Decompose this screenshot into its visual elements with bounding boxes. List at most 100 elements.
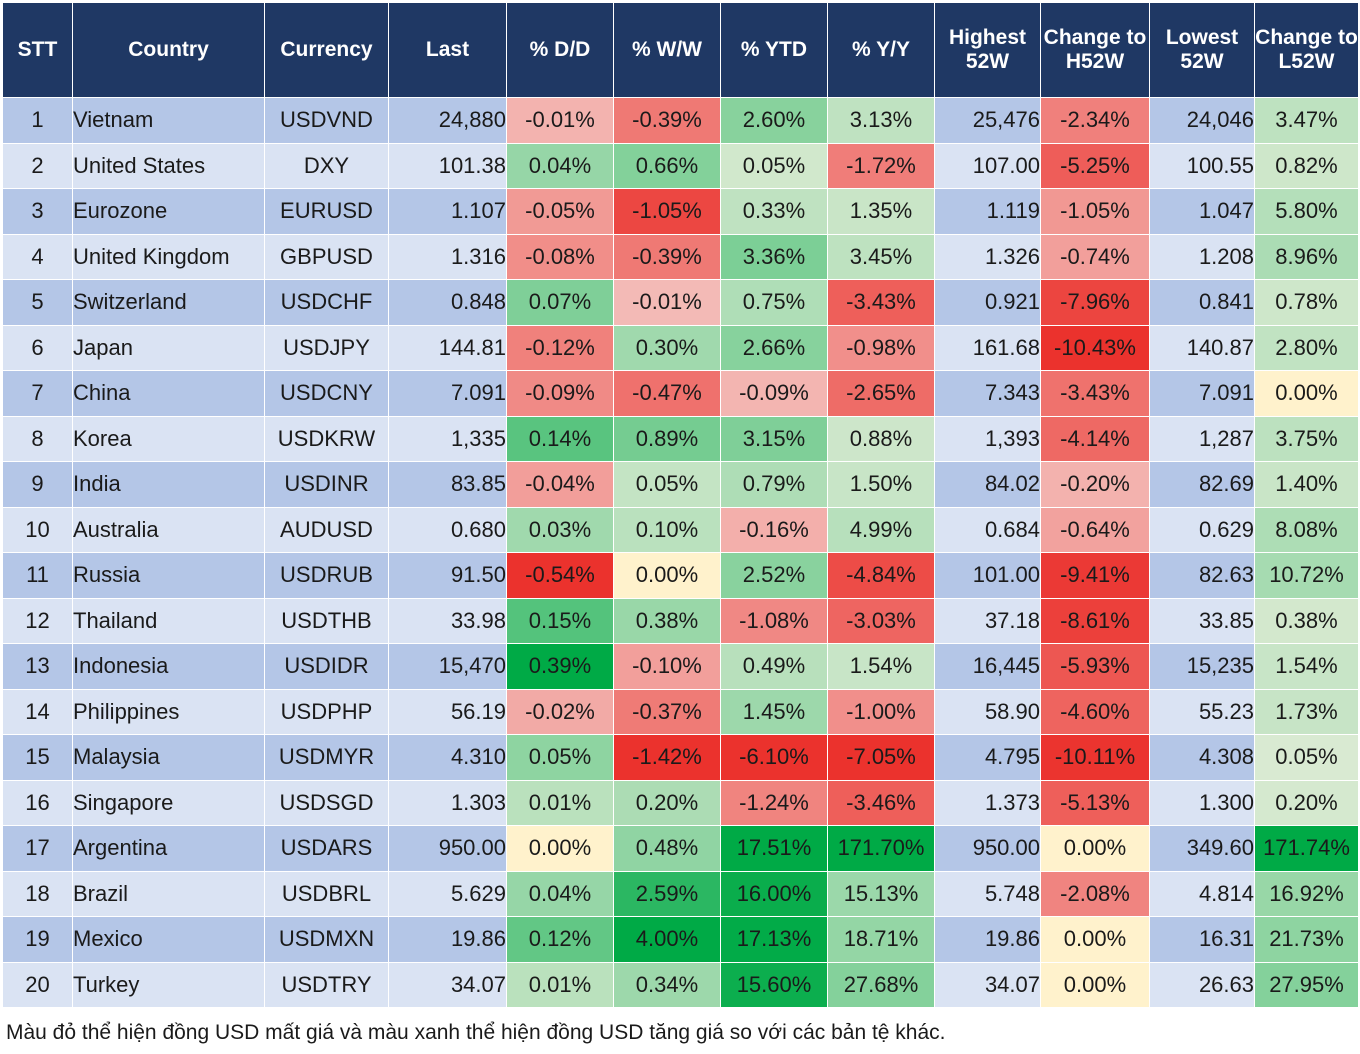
table-row: 16 Singapore USDSGD 1.303 0.01% 0.20% -1.24% -3… bbox=[2, 779, 1359, 826]
table-row: 17 Argentina USDARS 950.00 0.00% 0.48% 17.51% 1… bbox=[2, 825, 1359, 872]
cell-currency: USDBRL bbox=[264, 870, 389, 917]
cell-last: 1.303 bbox=[388, 779, 507, 826]
table-row: 19 Mexico USDMXN 19.86 0.12% 4.00% 17.13% 18.71… bbox=[2, 916, 1359, 963]
cell-currency: USDIDR bbox=[264, 643, 389, 690]
cell-ww: 0.20% bbox=[613, 779, 721, 826]
cell-stt: 6 bbox=[2, 324, 73, 371]
cell-currency: USDMXN bbox=[264, 916, 389, 963]
cell-country: Australia bbox=[72, 506, 265, 553]
cell-yy: 18.71% bbox=[827, 916, 935, 963]
cell-ww: 4.00% bbox=[613, 916, 721, 963]
cell-chg-low: 0.82% bbox=[1254, 142, 1359, 189]
cell-chg-low: 21.73% bbox=[1254, 916, 1359, 963]
cell-high52: 19.86 bbox=[934, 916, 1041, 963]
cell-high52: 84.02 bbox=[934, 461, 1041, 508]
cell-high52: 34.07 bbox=[934, 961, 1041, 1008]
cell-ww: 0.34% bbox=[613, 961, 721, 1008]
cell-high52: 1.119 bbox=[934, 188, 1041, 235]
cell-chg-low: 0.78% bbox=[1254, 279, 1359, 326]
cell-country: Philippines bbox=[72, 688, 265, 735]
cell-country: Vietnam bbox=[72, 97, 265, 144]
cell-ytd: 0.49% bbox=[720, 643, 828, 690]
cell-last: 91.50 bbox=[388, 552, 507, 599]
cell-ww: 2.59% bbox=[613, 870, 721, 917]
cell-ytd: 16.00% bbox=[720, 870, 828, 917]
cell-last: 15,470 bbox=[388, 643, 507, 690]
cell-last: 33.98 bbox=[388, 597, 507, 644]
cell-high52: 16,445 bbox=[934, 643, 1041, 690]
cell-ytd: -1.24% bbox=[720, 779, 828, 826]
cell-chg-high: -4.60% bbox=[1040, 688, 1150, 735]
header-stt: STT bbox=[2, 2, 73, 98]
cell-ytd: 0.79% bbox=[720, 461, 828, 508]
table-row: 1 Vietnam USDVND 24,880 -0.01% -0.39% 2.60% 3.1… bbox=[2, 97, 1359, 144]
cell-chg-low: 8.96% bbox=[1254, 233, 1359, 280]
cell-chg-high: 0.00% bbox=[1040, 961, 1150, 1008]
cell-ww: 0.38% bbox=[613, 597, 721, 644]
cell-stt: 2 bbox=[2, 142, 73, 189]
cell-chg-high: -4.14% bbox=[1040, 415, 1150, 462]
cell-country: Thailand bbox=[72, 597, 265, 644]
cell-dd: 0.39% bbox=[506, 643, 614, 690]
cell-ww: -0.39% bbox=[613, 233, 721, 280]
cell-ww: -0.10% bbox=[613, 643, 721, 690]
cell-chg-high: -3.43% bbox=[1040, 370, 1150, 417]
cell-high52: 950.00 bbox=[934, 825, 1041, 872]
cell-chg-high: -2.08% bbox=[1040, 870, 1150, 917]
cell-currency: GBPUSD bbox=[264, 233, 389, 280]
cell-stt: 19 bbox=[2, 916, 73, 963]
cell-chg-low: 3.47% bbox=[1254, 97, 1359, 144]
cell-country: Mexico bbox=[72, 916, 265, 963]
cell-chg-low: 1.73% bbox=[1254, 688, 1359, 735]
table-row: 5 Switzerland USDCHF 0.848 0.07% -0.01% 0.75% -… bbox=[2, 279, 1359, 326]
cell-currency: USDINR bbox=[264, 461, 389, 508]
cell-ww: 0.05% bbox=[613, 461, 721, 508]
cell-dd: -0.02% bbox=[506, 688, 614, 735]
cell-chg-low: 10.72% bbox=[1254, 552, 1359, 599]
table-row: 10 Australia AUDUSD 0.680 0.03% 0.10% -0.16% 4.… bbox=[2, 506, 1359, 553]
cell-last: 7.091 bbox=[388, 370, 507, 417]
cell-country: Russia bbox=[72, 552, 265, 599]
cell-dd: -0.04% bbox=[506, 461, 614, 508]
cell-country: India bbox=[72, 461, 265, 508]
cell-low52: 82.63 bbox=[1149, 552, 1255, 599]
cell-country: United States bbox=[72, 142, 265, 189]
cell-low52: 7.091 bbox=[1149, 370, 1255, 417]
cell-yy: 3.13% bbox=[827, 97, 935, 144]
cell-high52: 37.18 bbox=[934, 597, 1041, 644]
cell-chg-high: -0.20% bbox=[1040, 461, 1150, 508]
cell-ww: -0.37% bbox=[613, 688, 721, 735]
footnote: Màu đỏ thể hiện đồng USD mất giá và màu … bbox=[6, 1021, 946, 1044]
table-row: 18 Brazil USDBRL 5.629 0.04% 2.59% 16.00% 15.13… bbox=[2, 870, 1359, 917]
table-row: 2 United States DXY 101.38 0.04% 0.66% 0.05% -1… bbox=[2, 142, 1359, 189]
cell-stt: 8 bbox=[2, 415, 73, 462]
cell-dd: 0.12% bbox=[506, 916, 614, 963]
cell-country: Korea bbox=[72, 415, 265, 462]
cell-high52: 5.748 bbox=[934, 870, 1041, 917]
table-row: 3 Eurozone EURUSD 1.107 -0.05% -1.05% 0.33% 1.3… bbox=[2, 188, 1359, 235]
cell-low52: 100.55 bbox=[1149, 142, 1255, 189]
cell-low52: 1.208 bbox=[1149, 233, 1255, 280]
cell-last: 24,880 bbox=[388, 97, 507, 144]
cell-chg-low: 171.74% bbox=[1254, 825, 1359, 872]
cell-dd: -0.09% bbox=[506, 370, 614, 417]
cell-currency: USDSGD bbox=[264, 779, 389, 826]
cell-ytd: 17.13% bbox=[720, 916, 828, 963]
cell-yy: 4.99% bbox=[827, 506, 935, 553]
table-row: 20 Turkey USDTRY 34.07 0.01% 0.34% 15.60% 27.68… bbox=[2, 961, 1359, 1008]
cell-currency: USDKRW bbox=[264, 415, 389, 462]
cell-chg-low: 1.40% bbox=[1254, 461, 1359, 508]
cell-last: 0.848 bbox=[388, 279, 507, 326]
cell-ww: 0.48% bbox=[613, 825, 721, 872]
cell-ww: 0.30% bbox=[613, 324, 721, 371]
cell-country: United Kingdom bbox=[72, 233, 265, 280]
table-row: 9 India USDINR 83.85 -0.04% 0.05% 0.79% 1.50% 84… bbox=[2, 461, 1359, 508]
header-chg-low: Change to L52W bbox=[1254, 2, 1359, 98]
cell-chg-high: -5.93% bbox=[1040, 643, 1150, 690]
cell-high52: 58.90 bbox=[934, 688, 1041, 735]
cell-low52: 349.60 bbox=[1149, 825, 1255, 872]
cell-ww: -1.05% bbox=[613, 188, 721, 235]
cell-stt: 17 bbox=[2, 825, 73, 872]
cell-dd: -0.08% bbox=[506, 233, 614, 280]
header-ww: % W/W bbox=[613, 2, 721, 98]
